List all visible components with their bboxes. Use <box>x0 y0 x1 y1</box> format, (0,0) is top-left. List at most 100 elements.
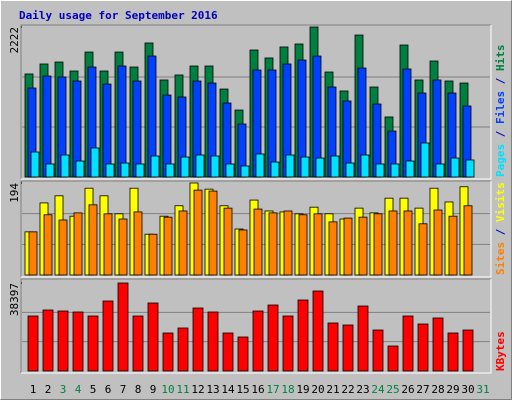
x-tick-label: 3 <box>60 383 67 396</box>
x-tick-label: 17 <box>266 383 279 396</box>
panel-edge <box>20 278 491 373</box>
bar <box>450 157 460 178</box>
x-tick-label: 16 <box>251 383 264 396</box>
x-tick-label: 2 <box>45 383 52 396</box>
panel-edge <box>21 279 492 374</box>
bar <box>240 165 250 178</box>
bar <box>343 217 353 276</box>
bar <box>223 207 233 276</box>
x-tick-label: 15 <box>236 383 249 396</box>
x-tick-label: 28 <box>431 383 444 396</box>
panel-edge <box>21 181 492 278</box>
legend-entry: Files <box>494 91 507 124</box>
bar <box>330 155 340 178</box>
bar <box>73 212 83 276</box>
bar <box>135 163 145 178</box>
bar <box>58 219 68 276</box>
x-tick-label: 27 <box>416 383 429 396</box>
bar <box>282 315 294 372</box>
y-tick-label: 2222 <box>8 27 21 54</box>
panel-edge <box>20 180 491 277</box>
bar <box>465 159 475 178</box>
x-tick-label: 11 <box>176 383 189 396</box>
bar <box>207 311 219 372</box>
x-tick-label: 5 <box>90 383 97 396</box>
bar <box>102 83 112 178</box>
x-tick-label: 30 <box>461 383 474 396</box>
bar <box>372 329 384 372</box>
bar <box>210 155 220 178</box>
legend: Pages / Files / Hits <box>494 45 507 178</box>
bar <box>222 332 234 372</box>
bar <box>462 329 474 372</box>
x-tick-label: 18 <box>281 383 294 396</box>
x-tick-label: 13 <box>206 383 219 396</box>
bar <box>88 204 98 276</box>
bar <box>432 317 444 372</box>
panel-edge <box>20 24 491 179</box>
bar <box>463 205 473 276</box>
x-tick-label: 9 <box>150 383 157 396</box>
x-tick-label: 4 <box>75 383 82 396</box>
bar <box>387 345 399 372</box>
bar <box>390 163 400 178</box>
bar <box>418 223 428 276</box>
bar <box>195 154 205 178</box>
x-tick-label: 7 <box>120 383 127 396</box>
legend: Sites / Visits <box>494 182 507 275</box>
x-tick-label: 20 <box>311 383 324 396</box>
bar <box>163 216 173 276</box>
bar <box>208 190 218 276</box>
bar <box>133 211 143 276</box>
x-tick-label: 22 <box>341 383 354 396</box>
bar <box>253 208 263 276</box>
bar <box>267 69 277 178</box>
bar <box>72 311 84 372</box>
bar <box>252 310 264 372</box>
bar <box>45 163 55 178</box>
x-tick-label: 24 <box>371 383 385 396</box>
legend-entry: Pages <box>494 144 507 177</box>
bar <box>60 154 70 178</box>
x-tick-label: 8 <box>135 383 142 396</box>
bar <box>447 332 459 372</box>
bar <box>357 305 369 372</box>
bar <box>403 210 413 276</box>
x-tick-label: 1 <box>30 383 37 396</box>
bar <box>402 315 414 372</box>
bar <box>255 153 265 178</box>
bar <box>147 302 159 372</box>
bar <box>313 213 323 276</box>
y-tick-label: 194 <box>8 183 21 203</box>
bar <box>28 231 38 276</box>
x-tick-label: 10 <box>161 383 174 396</box>
bar <box>102 300 114 372</box>
legend-entry: Hits <box>494 45 507 72</box>
bar <box>432 79 442 178</box>
bar <box>120 162 130 178</box>
chart-title: Daily usage for September 2016 <box>19 9 218 22</box>
bar <box>150 155 160 178</box>
bar <box>417 323 429 372</box>
legend-separator: / <box>494 124 507 144</box>
bar <box>57 310 69 372</box>
x-tick-label: 21 <box>326 383 339 396</box>
bar <box>297 299 309 372</box>
bar <box>328 221 338 276</box>
x-tick-label: 26 <box>401 383 414 396</box>
bar <box>268 212 278 276</box>
legend-separator: / <box>494 71 507 91</box>
bar <box>435 163 445 178</box>
bar <box>180 156 190 178</box>
bar <box>315 157 325 178</box>
bar <box>132 315 144 372</box>
bar <box>42 75 52 178</box>
bar <box>373 213 383 276</box>
bar <box>27 315 39 372</box>
bar <box>345 162 355 178</box>
legend-entry: Visits <box>494 182 507 222</box>
y-tick-label: 38397 <box>8 283 21 316</box>
x-tick-label: 6 <box>105 383 112 396</box>
